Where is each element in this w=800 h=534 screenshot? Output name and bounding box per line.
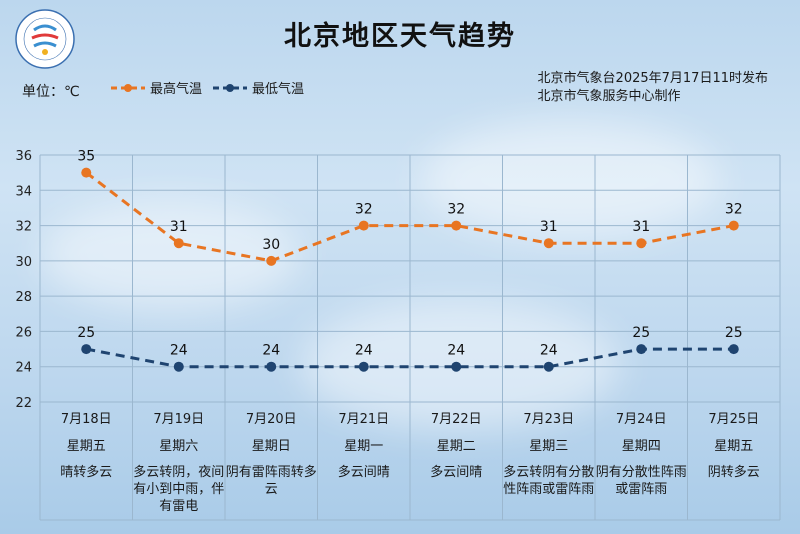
weather-description: 阴有分散性阵雨或雷阵雨 xyxy=(595,465,687,497)
data-label-low: 24 xyxy=(447,343,465,359)
x-tick-label: 7月25日 xyxy=(708,412,760,427)
legend: 最高气温 最低气温 xyxy=(110,78,304,97)
data-label-high: 32 xyxy=(725,202,743,218)
data-point-high xyxy=(173,238,184,249)
weekday-label: 星期三 xyxy=(529,439,569,454)
data-point-low xyxy=(543,361,554,372)
x-tick-label: 7月19日 xyxy=(153,412,205,427)
x-tick-label: 7月23日 xyxy=(523,412,575,427)
weekday-label: 星期日 xyxy=(251,439,291,454)
data-label-high: 32 xyxy=(355,202,373,218)
legend-line-high-icon xyxy=(111,83,145,92)
legend-label-high: 最高气温 xyxy=(150,82,203,97)
source-info: 北京市气象台2025年7月17日11时发布 北京市气象服务中心制作 xyxy=(538,70,768,106)
y-tick-label: 32 xyxy=(15,220,32,235)
meteorological-service-logo-icon xyxy=(15,9,75,69)
data-label-high: 32 xyxy=(447,202,465,218)
chart-title: 北京地区天气趋势 xyxy=(284,21,516,52)
data-label-high: 31 xyxy=(540,219,558,235)
data-label-low: 24 xyxy=(170,343,188,359)
data-label-low: 25 xyxy=(77,325,95,341)
y-tick-label: 36 xyxy=(15,149,32,164)
data-label-low: 25 xyxy=(632,325,650,341)
legend-item-high: 最高气温 xyxy=(110,78,202,97)
data-label-high: 31 xyxy=(170,219,188,235)
data-label-low: 24 xyxy=(262,343,280,359)
weekday-label: 星期六 xyxy=(159,439,199,454)
weekday-label: 星期五 xyxy=(66,439,106,454)
unit-label: 单位：℃ xyxy=(22,84,80,100)
data-point-low xyxy=(173,361,184,372)
weather-description: 阴转多云 xyxy=(707,465,760,480)
data-point-low xyxy=(451,361,462,372)
y-tick-label: 28 xyxy=(15,290,32,305)
data-point-high xyxy=(81,167,92,178)
cloud-decoration xyxy=(40,200,300,310)
y-tick-label: 30 xyxy=(15,255,32,270)
source-line-2: 北京市气象服务中心制作 xyxy=(537,89,681,104)
weather-description: 多云转阴，夜间有小到中雨，伴有雷电 xyxy=(133,465,225,514)
data-point-low xyxy=(266,361,277,372)
data-label-high: 30 xyxy=(262,237,280,253)
y-tick-label: 26 xyxy=(15,325,32,340)
data-label-high: 31 xyxy=(632,219,650,235)
data-point-low xyxy=(358,361,369,372)
series-line-low xyxy=(85,347,734,369)
weekday-label: 星期四 xyxy=(621,439,661,454)
data-label-high: 35 xyxy=(77,149,95,165)
y-tick-label: 34 xyxy=(15,184,32,199)
weather-description: 晴转多云 xyxy=(60,465,113,480)
data-point-low xyxy=(728,344,739,355)
x-tick-label: 7月18日 xyxy=(60,412,112,427)
data-point-high xyxy=(543,238,554,249)
source-line-1: 北京市气象台2025年7月17日11时发布 xyxy=(537,71,768,86)
weather-description: 多云间晴 xyxy=(430,465,483,480)
data-point-low xyxy=(81,344,92,355)
legend-item-low: 最低气温 xyxy=(212,78,304,97)
weekday-label: 星期二 xyxy=(436,439,476,454)
data-point-high xyxy=(358,220,369,231)
legend-line-low-icon xyxy=(213,83,248,92)
data-label-low: 24 xyxy=(355,343,373,359)
data-point-high xyxy=(636,238,647,249)
x-tick-label: 7月21日 xyxy=(338,412,390,427)
weekday-label: 星期五 xyxy=(714,439,754,454)
y-tick-label: 24 xyxy=(15,361,32,376)
data-label-low: 25 xyxy=(725,325,743,341)
data-point-high xyxy=(728,220,739,231)
data-point-low xyxy=(636,344,647,355)
y-tick-label: 22 xyxy=(15,396,32,411)
data-label-low: 24 xyxy=(540,343,558,359)
x-tick-label: 7月20日 xyxy=(245,412,297,427)
weather-description: 多云转阴有分散性阵雨或雷阵雨 xyxy=(503,465,595,497)
cloud-decoration xyxy=(420,120,720,240)
weather-description: 多云间晴 xyxy=(337,465,390,480)
series-line-high xyxy=(85,171,735,263)
x-tick-label: 7月22日 xyxy=(430,412,482,427)
data-point-high xyxy=(266,255,277,266)
weather-description: 阴有雷阵雨转多云 xyxy=(225,465,317,497)
data-point-high xyxy=(451,220,462,231)
legend-label-low: 最低气温 xyxy=(252,82,305,97)
weekday-label: 星期一 xyxy=(344,439,384,454)
x-tick-label: 7月24日 xyxy=(615,412,667,427)
